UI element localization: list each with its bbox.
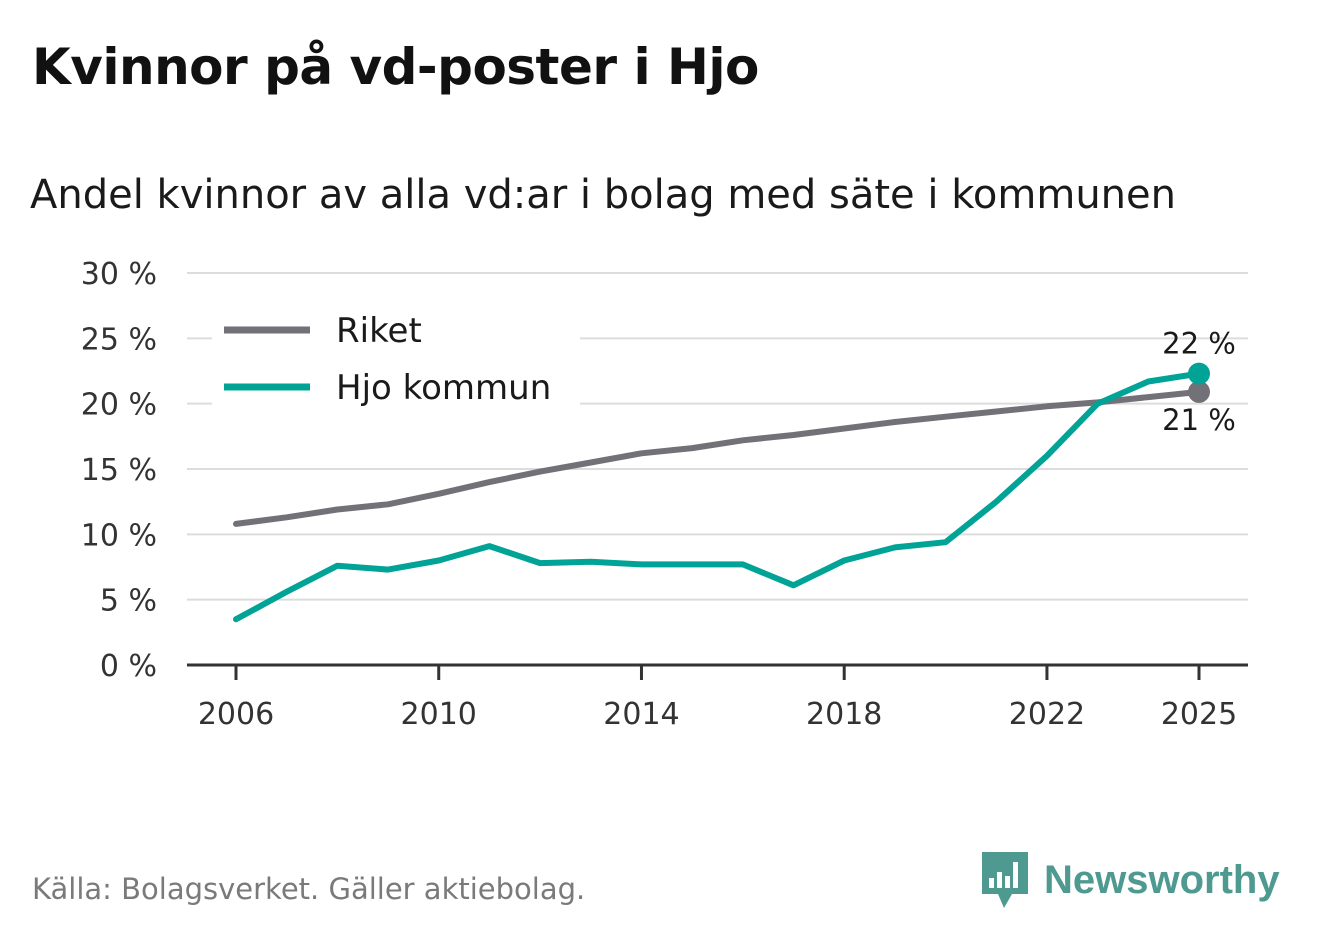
x-tick-label: 2014 bbox=[603, 697, 679, 732]
end-label-0: 21 % bbox=[1162, 403, 1236, 437]
legend-background bbox=[212, 303, 580, 413]
legend-label-0: Riket bbox=[336, 311, 422, 351]
end-labels: 21 % 22 % bbox=[1162, 327, 1236, 437]
y-axis-ticks: 0 % 5 % 10 % 15 % 20 % 25 % 30 % bbox=[81, 257, 157, 684]
brand-logo: Newsworthy bbox=[980, 850, 1280, 910]
end-marker-1 bbox=[1188, 362, 1210, 385]
series-line-0 bbox=[233, 388, 1202, 527]
legend-label-1: Hjo kommun bbox=[336, 368, 551, 408]
brand-name: Newsworthy bbox=[1044, 857, 1280, 902]
x-axis: 2006 2010 2014 2018 2022 2025 bbox=[187, 663, 1248, 732]
x-tick-label: 2010 bbox=[401, 697, 477, 732]
bar-chart-icon bbox=[982, 852, 1028, 908]
y-tick-label: 15 % bbox=[81, 453, 157, 488]
series-line-1 bbox=[233, 370, 1202, 623]
end-label-1: 22 % bbox=[1162, 327, 1236, 361]
source-note: Källa: Bolagsverket. Gäller aktiebolag. bbox=[32, 872, 586, 906]
y-tick-label: 0 % bbox=[100, 649, 157, 684]
y-tick-label: 5 % bbox=[100, 584, 157, 619]
x-tick-label: 2022 bbox=[1009, 697, 1085, 732]
chart-title: Kvinnor på vd-poster i Hjo bbox=[32, 38, 759, 96]
y-tick-label: 30 % bbox=[81, 257, 157, 292]
x-tick-label: 2006 bbox=[198, 697, 274, 732]
y-tick-label: 10 % bbox=[81, 518, 157, 553]
end-marker-0 bbox=[1188, 380, 1210, 403]
y-tick-label: 25 % bbox=[81, 322, 157, 357]
chart-subtitle: Andel kvinnor av alla vd:ar i bolag med … bbox=[30, 172, 1176, 218]
y-tick-label: 20 % bbox=[81, 388, 157, 423]
x-tick-label: 2018 bbox=[806, 697, 882, 732]
x-tick-label: 2025 bbox=[1161, 697, 1237, 732]
series-lines bbox=[233, 362, 1210, 623]
legend: Riket Hjo kommun bbox=[212, 303, 580, 413]
